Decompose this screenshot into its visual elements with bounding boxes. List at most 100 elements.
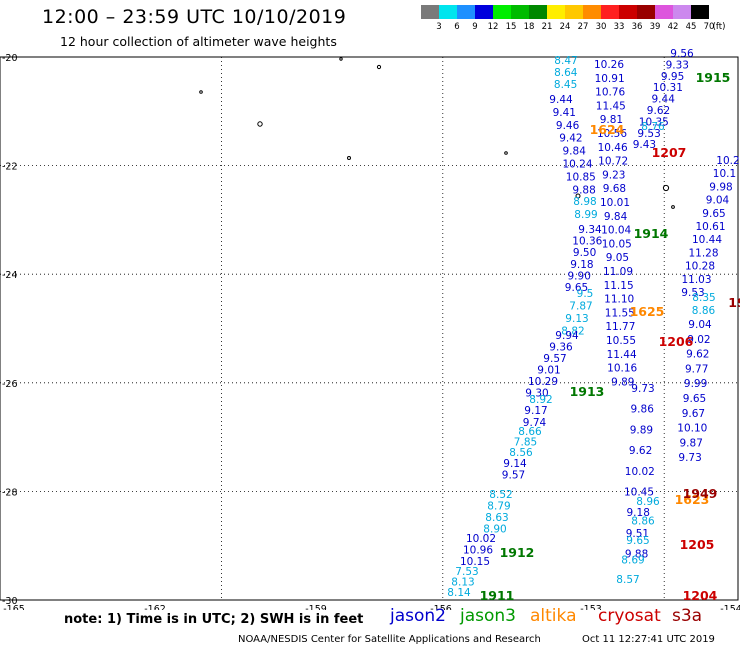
wave-height-value: 9.88 bbox=[625, 549, 648, 561]
wave-height-value: 10.16 bbox=[607, 363, 637, 375]
legend-swatch bbox=[475, 5, 493, 19]
wave-height-value: 9.99 bbox=[684, 378, 707, 390]
wave-height-value: 10.04 bbox=[601, 225, 631, 237]
legend-label: 3 bbox=[436, 22, 442, 32]
footer-note: note: 1) Time is in UTC; 2) SWH is in fe… bbox=[64, 612, 364, 627]
pass-number-label: 1913 bbox=[570, 384, 605, 399]
pass-number-label: 1915 bbox=[696, 70, 731, 85]
wave-height-value: 8.92 bbox=[529, 394, 552, 406]
pass-number-label: 1624 bbox=[590, 122, 625, 137]
wave-height-value: 9.18 bbox=[570, 259, 593, 271]
x-tick-label: -154 bbox=[720, 604, 740, 610]
y-tick-label: -24 bbox=[2, 270, 18, 281]
wave-height-value: 9.44 bbox=[549, 94, 573, 106]
x-tick-label: -156 bbox=[430, 604, 452, 610]
wave-height-value: 10.91 bbox=[595, 73, 625, 85]
wave-height-value: 11.28 bbox=[688, 247, 718, 259]
legend-label: 42 bbox=[667, 22, 679, 32]
wave-height-value: 11.15 bbox=[604, 280, 634, 292]
wave-height-value: 9.62 bbox=[647, 105, 670, 117]
wave-height-value: 9.41 bbox=[553, 107, 576, 119]
wave-height-value: 9.30 bbox=[525, 388, 548, 400]
sat-name-s3a: s3a bbox=[672, 606, 703, 626]
wave-height-value: 9.65 bbox=[702, 208, 725, 220]
wave-height-value: 9.65 bbox=[565, 282, 588, 294]
wave-height-value: 11.55 bbox=[605, 307, 635, 319]
wave-height-value: 10.44 bbox=[692, 234, 722, 246]
wave-height-value: 10.28 bbox=[685, 261, 715, 273]
pass-number-label: 1914 bbox=[634, 226, 669, 241]
wave-height-value: 10.2 bbox=[716, 155, 739, 167]
island-outline bbox=[575, 193, 581, 199]
wave-height-value: 9.57 bbox=[502, 470, 525, 482]
wave-height-value: 10.72 bbox=[598, 156, 628, 168]
y-tick-label: -20 bbox=[2, 53, 18, 64]
pass-number-label: 19 bbox=[728, 295, 740, 310]
wave-height-map: -165 -162 -159 -156 -153 -154 -20 -22 -24 -26 -28 -… bbox=[0, 48, 740, 610]
legend-swatch bbox=[583, 5, 601, 19]
wave-height-value: 10.02 bbox=[466, 533, 496, 545]
chart-title: 12:00 – 23:59 UTC 10/10/2019 bbox=[42, 6, 347, 28]
wave-height-value: 9.33 bbox=[666, 59, 689, 71]
wave-height-value: 9.74 bbox=[523, 417, 547, 429]
wave-height-value: 9.88 bbox=[572, 184, 595, 196]
legend-swatch bbox=[673, 5, 691, 19]
wave-height-value: 9.95 bbox=[661, 71, 684, 83]
wave-height-value: 8.56 bbox=[509, 447, 533, 459]
island-outline bbox=[347, 156, 351, 160]
island-outline bbox=[257, 121, 263, 127]
wave-height-value: 10.10 bbox=[677, 423, 707, 435]
wave-height-value: 10.24 bbox=[562, 159, 592, 171]
pass-number-label: 1207 bbox=[652, 145, 687, 160]
wave-height-value: 10.05 bbox=[602, 238, 632, 250]
legend-label: 18 bbox=[523, 22, 535, 32]
island-outline bbox=[376, 64, 382, 70]
legend-label: 21 bbox=[541, 22, 553, 32]
pass-number-label: 1911 bbox=[480, 588, 515, 603]
wave-height-value: 9.73 bbox=[678, 452, 701, 464]
legend-label: 12 bbox=[487, 22, 499, 32]
wave-height-value: 10.15 bbox=[460, 556, 490, 568]
sat-name-jason3: jason3 bbox=[460, 606, 516, 626]
wave-height-value: 9.43 bbox=[633, 139, 656, 151]
wave-height-value: 7.87 bbox=[569, 301, 592, 313]
wave-height-value: 10.29 bbox=[528, 376, 558, 388]
wave-height-value: 8.57 bbox=[616, 574, 639, 586]
wave-height-value: 9.81 bbox=[600, 114, 623, 126]
legend-unit: (ft) bbox=[712, 22, 726, 32]
legend-swatch bbox=[637, 5, 655, 19]
wave-height-value: 8.64 bbox=[554, 67, 578, 79]
wave-height-value: 11.44 bbox=[607, 349, 637, 361]
wave-height-value: 8.35 bbox=[692, 292, 715, 304]
wave-height-value: 9.17 bbox=[524, 405, 547, 417]
wave-height-value: 8.96 bbox=[636, 496, 660, 508]
wave-height-value: 10.02 bbox=[625, 466, 655, 478]
wave-height-value: 9.50 bbox=[573, 247, 596, 259]
wave-height-value: 10.55 bbox=[606, 335, 636, 347]
credit-line: NOAA/NESDIS Center for Satellite Applica… bbox=[238, 634, 541, 645]
legend-label: 24 bbox=[559, 22, 571, 32]
legend-swatch bbox=[547, 5, 565, 19]
y-tick-label: -30 bbox=[2, 596, 18, 607]
map-frame bbox=[0, 56, 739, 601]
y-tick-label: -22 bbox=[2, 162, 18, 173]
pass-number-label: 1206 bbox=[659, 334, 694, 349]
wave-height-value: 9.23 bbox=[602, 169, 625, 181]
legend-swatch bbox=[439, 5, 457, 19]
wave-height-value: 8.13 bbox=[451, 577, 474, 589]
legend-swatch bbox=[565, 5, 583, 19]
wave-height-value: 9.46 bbox=[556, 120, 580, 132]
legend-swatch bbox=[493, 5, 511, 19]
wave-height-value: 9.18 bbox=[627, 507, 650, 519]
legend-swatch bbox=[457, 5, 475, 19]
wave-height-value: 10.31 bbox=[653, 82, 683, 94]
legend-label: 33 bbox=[613, 22, 625, 32]
chart-subtitle: 12 hour collection of altimeter wave hei… bbox=[60, 34, 337, 49]
wave-height-value: 10.56 bbox=[597, 128, 627, 140]
island-outline bbox=[671, 205, 675, 209]
legend-label: 27 bbox=[577, 22, 589, 32]
wave-height-value: 10.1 bbox=[713, 168, 736, 180]
wave-height-value: 10.46 bbox=[598, 142, 628, 154]
x-tick-label: -165 bbox=[3, 604, 25, 610]
wave-height-value: 9.68 bbox=[603, 183, 626, 195]
